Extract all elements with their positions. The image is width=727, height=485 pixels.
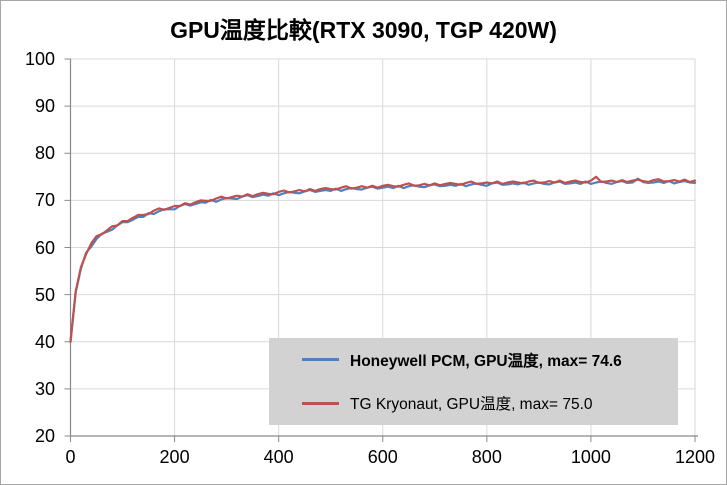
legend-line-swatch-blue [302, 358, 339, 362]
x-tick-label: 0 [65, 447, 76, 467]
chart-title: GPU温度比較(RTX 3090, TGP 420W) [170, 17, 557, 43]
x-tick-label: 800 [471, 447, 502, 467]
y-tick-label: 60 [34, 237, 55, 258]
legend-label: Honeywell PCM, GPU温度, max= 74.6 [350, 352, 622, 370]
y-tick-label: 50 [34, 284, 55, 305]
y-tick-label: 80 [34, 143, 55, 164]
legend-label: TG Kryonaut, GPU温度, max= 75.0 [350, 396, 593, 414]
y-tick-label: 100 [24, 49, 55, 69]
y-tick-label: 70 [34, 190, 55, 211]
series-line-honeywell-pcm [69, 177, 697, 343]
x-tick-label: 200 [159, 447, 190, 467]
legend-item-honeywell-pcm: Honeywell PCM, GPU温度, max= 74.6 [269, 338, 678, 382]
y-tick-label: 40 [34, 331, 55, 352]
x-tick-label: 400 [263, 447, 294, 467]
legend: Honeywell PCM, GPU温度, max= 74.6 TG Kryon… [269, 338, 678, 425]
x-tick-label: 1200 [674, 447, 716, 467]
y-tick-label: 90 [34, 96, 55, 117]
legend-item-tg-kryonaut: TG Kryonaut, GPU温度, max= 75.0 [269, 382, 678, 426]
series-line-tg-kryonaut [69, 175, 697, 343]
legend-line-swatch-red [302, 401, 339, 405]
y-tick-label: 30 [34, 378, 55, 399]
x-tick-label: 1000 [570, 447, 611, 467]
x-tick-label: 600 [367, 447, 398, 467]
y-tick-label: 20 [34, 426, 55, 446]
